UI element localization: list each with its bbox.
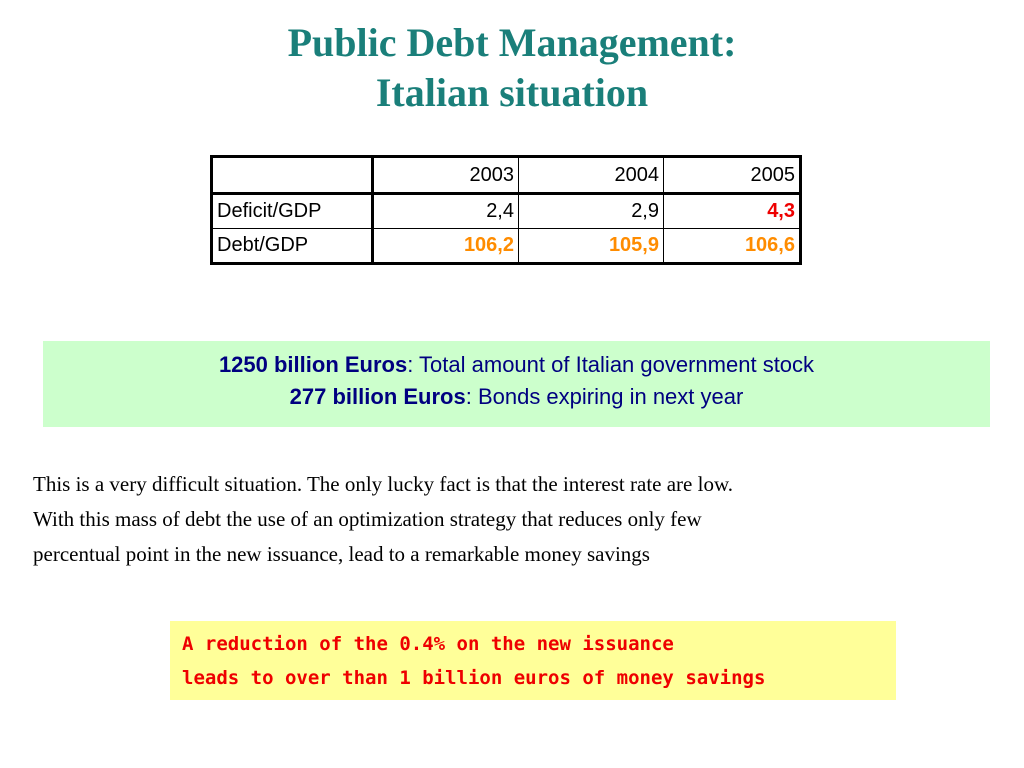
highlight-line-1: 1250 billion Euros: Total amount of Ital… (43, 349, 990, 381)
paragraph-line-2: With this mass of debt the use of an opt… (33, 507, 702, 531)
debt-table: 2003 2004 2005 Deficit/GDP 2,4 2,9 4,3 D… (210, 155, 802, 265)
highlight-line-1-bold: 1250 billion Euros (218, 352, 408, 377)
table-header-2003: 2003 (372, 156, 519, 195)
savings-callout: A reduction of the 0.4% on the new issua… (170, 621, 896, 700)
row-label-debt-gdp: Debt/GDP (211, 228, 374, 264)
table-header-2005: 2005 (663, 156, 801, 195)
slide-title-line-1: Public Debt Management: (287, 20, 737, 65)
cell-debt-2003: 106,2 (372, 228, 519, 264)
paragraph-line-3: percentual point in the new issuance, le… (33, 542, 650, 566)
highlight-line-2-text: : Bonds expiring in next year (465, 384, 744, 409)
table-row: Debt/GDP 106,2 105,9 106,6 (211, 228, 801, 264)
table-header-2004: 2004 (518, 156, 664, 195)
row-label-deficit-gdp: Deficit/GDP (211, 193, 374, 229)
cell-debt-2005: 106,6 (663, 228, 801, 264)
table-row: Deficit/GDP 2,4 2,9 4,3 (211, 193, 801, 229)
slide-title: Public Debt Management: Italian situatio… (0, 18, 1024, 118)
cell-deficit-2005: 4,3 (663, 193, 801, 229)
callout-line-2: leads to over than 1 billion euros of mo… (182, 667, 766, 689)
highlight-line-2: 277 billion Euros: Bonds expiring in nex… (43, 381, 990, 413)
cell-deficit-2004: 2,9 (518, 193, 664, 229)
highlight-line-1-text: : Total amount of Italian government sto… (407, 352, 815, 377)
highlight-line-2-bold: 277 billion Euros (289, 384, 466, 409)
table-header-row: 2003 2004 2005 (211, 156, 801, 195)
government-stock-highlight: 1250 billion Euros: Total amount of Ital… (43, 341, 990, 427)
body-paragraph: This is a very difficult situation. The … (33, 467, 1013, 572)
slide-title-line-2: Italian situation (375, 70, 649, 115)
callout-line-1: A reduction of the 0.4% on the new issua… (182, 633, 674, 655)
table-header-empty (211, 156, 374, 195)
cell-deficit-2003: 2,4 (372, 193, 519, 229)
paragraph-line-1: This is a very difficult situation. The … (33, 472, 734, 496)
cell-debt-2004: 105,9 (518, 228, 664, 264)
